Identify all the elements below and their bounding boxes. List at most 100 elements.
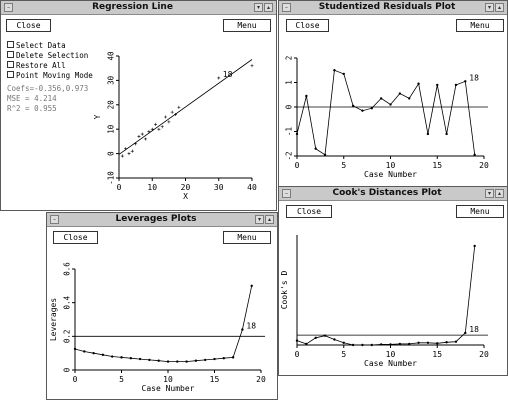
window-menu-icon[interactable]: – [4,3,13,12]
y-tick-label: 0.4 [63,295,72,309]
mse-text: MSE = 4.214 [7,94,57,103]
data-point [250,64,254,68]
data-point [140,132,144,136]
residuals-titlebar[interactable]: – Studentized Residuals Plot ▾ ▴ [279,1,507,15]
y-axis-label: Leverages [49,298,58,342]
option-delete-selection[interactable]: Delete Selection [7,51,88,60]
leverages-titlebar[interactable]: – Leverages Plots ▾ ▴ [47,213,277,227]
data-point [83,350,86,353]
checkbox-icon[interactable] [7,51,14,58]
cooks-titlebar[interactable]: – Cook's Distances Plot ▾ ▴ [279,187,507,201]
x-axis-label: X [183,192,188,201]
data-point [436,342,439,345]
y-tick-label: 0.6 [63,262,72,276]
minimize-icon[interactable]: ▾ [485,3,494,12]
minimize-icon[interactable]: ▾ [485,189,494,198]
close-button[interactable]: Close [286,205,332,218]
data-point [426,132,430,136]
data-point [177,105,181,109]
option-point-moving-mode[interactable]: Point Moving Mode [7,71,93,80]
data-point [305,94,308,98]
y-axis-label: Cook's D [280,271,289,310]
cooks-window: – Cook's Distances Plot ▾ ▴ Close Menu 0… [278,186,508,376]
x-tick-label: 20 [256,375,266,384]
x-tick-label: 5 [341,161,346,170]
x-tick-label: 30 [214,183,224,192]
data-point [445,341,448,344]
maximize-icon[interactable]: ▴ [495,3,504,12]
data-point [370,343,373,347]
option-restore-all[interactable]: Restore All [7,61,66,70]
menu-button[interactable]: Menu [456,19,504,32]
checkbox-icon[interactable] [7,41,14,48]
cooks-plot[interactable]: 0 5 10 15 20 Case Number Cook's D 18 [279,187,508,377]
data-point [305,342,308,346]
leverages-window: – Leverages Plots ▾ ▴ Close Menu 0 5 10 15 2… [46,212,278,400]
checkbox-icon[interactable] [7,71,14,78]
x-tick-label: 0 [117,183,122,192]
data-point [73,347,77,351]
coefficients-text: Coefs=-0.356,0.973 [7,84,89,93]
series-line [296,69,476,156]
maximize-icon[interactable]: ▴ [264,3,273,12]
data-point [454,340,458,343]
checkbox-icon[interactable] [7,61,14,68]
x-axis-label: Case Number [364,170,417,179]
data-point [166,360,170,363]
data-point [351,104,355,107]
data-point [295,132,299,136]
regression-line [118,59,253,155]
menu-button[interactable]: Menu [456,205,504,218]
data-point [333,69,336,72]
x-tick-label: 5 [119,375,124,384]
x-tick-label: 20 [479,161,489,170]
point-label: 18 [223,70,233,79]
option-select-data[interactable]: Select Data [7,41,66,50]
maximize-icon[interactable]: ▴ [495,189,504,198]
data-point [150,127,154,131]
data-point [351,343,355,347]
leverages-plot[interactable]: 0 5 10 15 20 0 0.2 0.4 0.6 Case Number Leverages 18 [47,213,279,401]
close-button[interactable]: Close [53,231,98,244]
close-button[interactable]: Close [6,19,51,32]
data-point [137,135,141,139]
y-axis-label: Residuals [279,85,280,129]
y-tick-label: 2 [285,56,294,61]
data-point [370,107,373,110]
residuals-plot[interactable]: 0 5 10 15 20 -2 -1 0 1 2 Case Number Residuals 18 [279,1,508,203]
menu-button[interactable]: Menu [223,19,271,32]
point-label: 18 [469,325,479,334]
data-point [342,341,345,344]
menu-button[interactable]: Menu [223,231,271,244]
minimize-icon[interactable]: ▾ [254,3,263,12]
window-menu-icon[interactable]: – [282,3,291,12]
data-point [120,154,124,158]
data-point [213,357,216,361]
data-point [176,360,179,363]
x-tick-label: 10 [163,375,173,384]
y-tick-label: 40 [107,51,116,61]
data-point [154,122,158,126]
y-tick-label: 0 [285,104,294,109]
y-tick-label: 0 [63,367,72,372]
regression-window-title: Regression Line [92,2,173,12]
maximize-icon[interactable]: ▴ [265,215,274,224]
window-menu-icon[interactable]: – [50,215,59,224]
close-button[interactable]: Close [286,19,329,32]
regression-window: – Regression Line ▾ ▴ Close Menu Select … [0,0,277,211]
residuals-window-title: Studentized Residuals Plot [318,2,456,12]
minimize-icon[interactable]: ▾ [255,215,264,224]
data-point [314,336,317,340]
window-menu-icon[interactable]: – [282,189,291,198]
regression-titlebar[interactable]: – Regression Line ▾ ▴ [1,1,276,15]
x-tick-label: 5 [341,350,346,359]
y-tick-label: -10 [107,171,116,185]
data-point [250,284,253,288]
x-tick-label: 0 [295,161,300,170]
data-point [92,351,95,355]
y-tick-label: 1 [285,80,294,85]
data-point [144,137,148,141]
y-tick-label: 0 [107,151,116,156]
data-point [157,359,160,362]
